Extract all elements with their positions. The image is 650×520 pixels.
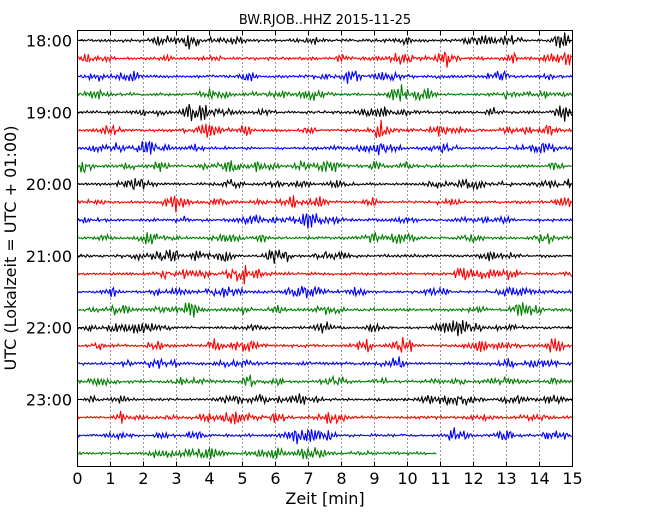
seismic-trace — [77, 32, 572, 50]
x-tick-label: 8 — [336, 469, 346, 488]
seismic-trace — [77, 337, 573, 353]
x-tick-label: 9 — [369, 469, 379, 488]
x-tick-label: 5 — [237, 469, 247, 488]
seismic-trace — [77, 178, 573, 191]
seismic-trace — [77, 374, 573, 388]
x-tick-label: 0 — [72, 469, 82, 488]
x-tick-label: 14 — [529, 469, 549, 488]
x-tick-label: 1 — [105, 469, 115, 488]
y-tick-label: 18:00 — [26, 32, 72, 51]
x-tick-label: 12 — [463, 469, 483, 488]
seismic-trace — [77, 84, 573, 102]
y-axis-label: UTC (Lokalzeit = UTC + 01:00) — [1, 126, 20, 371]
grid-lines — [110, 30, 540, 467]
seismic-trace — [76, 410, 573, 425]
y-tick-label: 21:00 — [26, 247, 72, 266]
x-tick-label: 3 — [171, 469, 181, 488]
x-tick-label: 13 — [496, 469, 516, 488]
y-tick-label: 19:00 — [26, 103, 72, 122]
x-tick-label: 15 — [562, 469, 582, 488]
seismic-trace — [77, 427, 573, 445]
x-tick-label: 2 — [138, 469, 148, 488]
x-tick-label: 7 — [303, 469, 313, 488]
x-tick-label: 4 — [204, 469, 214, 488]
x-tick-label: 6 — [270, 469, 280, 488]
y-tick-label: 23:00 — [26, 391, 72, 410]
seismic-trace — [77, 265, 573, 285]
y-axis-ticks: 18:00 19:00 20:00 21:00 22:00 23:00 — [26, 32, 573, 410]
seismic-trace — [77, 249, 573, 264]
seismic-trace — [77, 69, 573, 84]
seismic-trace — [77, 51, 573, 68]
seismic-trace — [77, 446, 437, 460]
seismic-trace — [77, 285, 573, 299]
seismic-trace — [77, 140, 573, 156]
seismic-trace — [77, 103, 573, 122]
x-axis-label: Zeit [min] — [285, 489, 364, 508]
seismic-trace — [77, 320, 573, 337]
chart-title: BW.RJOB..HHZ 2015-11-25 — [239, 13, 411, 28]
x-tick-label: 11 — [430, 469, 450, 488]
seismic-trace — [77, 119, 573, 139]
x-axis-ticks: 0 1 2 3 4 5 6 7 8 9 10 11 12 13 14 15 — [72, 30, 583, 488]
seismic-trace — [77, 356, 573, 370]
y-tick-label: 20:00 — [26, 175, 72, 194]
y-tick-label: 22:00 — [26, 319, 72, 338]
seismic-trace — [77, 195, 573, 213]
seismic-trace — [77, 302, 573, 318]
trace-group — [76, 32, 573, 460]
seismic-trace — [77, 159, 573, 174]
seismic-trace — [77, 393, 573, 407]
seismic-trace — [77, 213, 573, 229]
seismic-trace — [77, 231, 573, 245]
plot-frame — [77, 30, 573, 467]
x-tick-label: 10 — [397, 469, 417, 488]
